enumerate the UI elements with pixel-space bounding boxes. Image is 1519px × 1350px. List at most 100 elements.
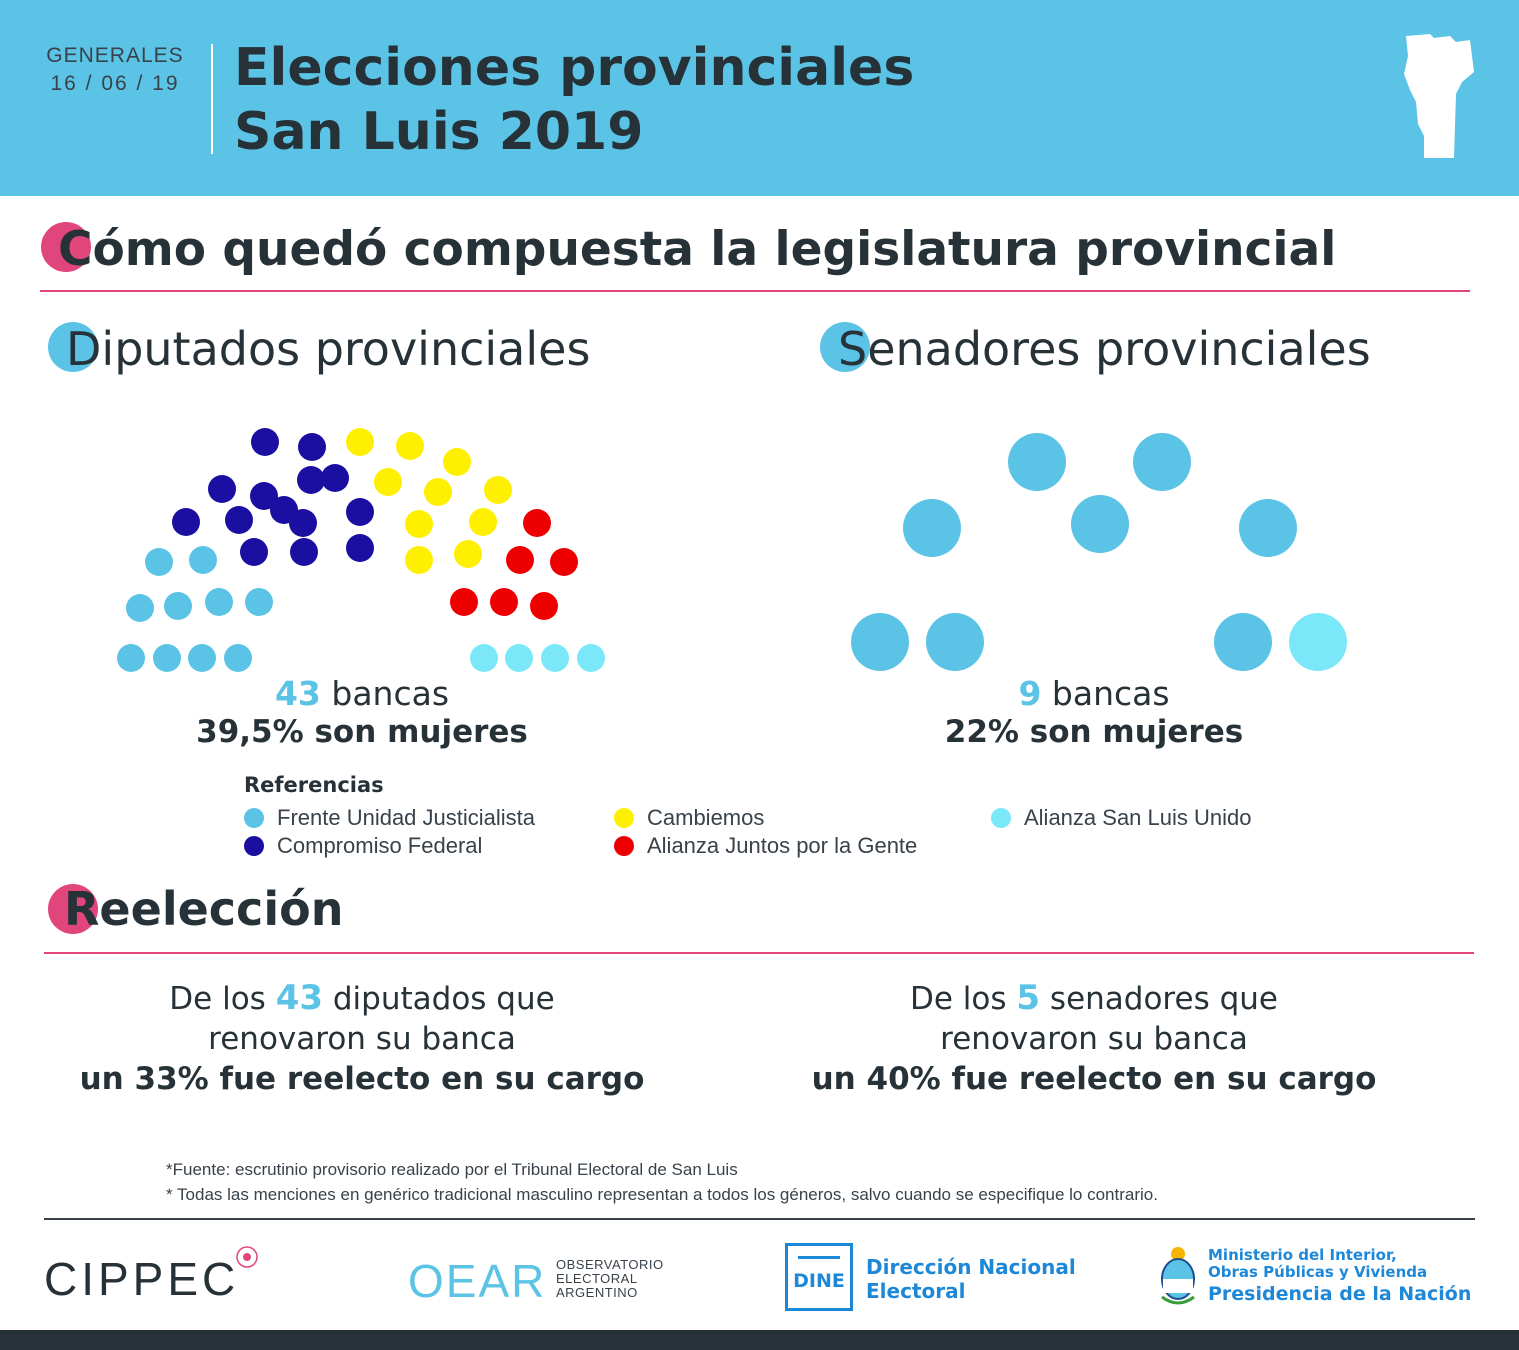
senadores-seats: 9 bancas [944, 674, 1244, 713]
seat [541, 644, 569, 672]
seat [396, 432, 424, 460]
seat [523, 509, 551, 537]
reeleccion-senadores-line2: renovaron su banca [940, 1021, 1248, 1057]
seat [225, 506, 253, 534]
legend-item: Alianza Juntos por la Gente [614, 833, 917, 859]
seat [903, 499, 961, 557]
ministerio-logo-line3: Presidencia de la Nación [1208, 1283, 1472, 1305]
seat [450, 588, 478, 616]
oear-logo-line3: ARGENTINO [556, 1285, 638, 1300]
main-title-rule [40, 290, 1470, 292]
reeleccion-senadores-line3: un 40% fue reelecto en su cargo [811, 1061, 1377, 1097]
seat [405, 546, 433, 574]
seat [346, 498, 374, 526]
seat [1214, 613, 1272, 671]
dine-logo-line2: Electoral [866, 1279, 966, 1303]
seat [505, 644, 533, 672]
senadores-parliament-chart [851, 433, 1347, 671]
seat [205, 588, 233, 616]
legend-item: Alianza San Luis Unido [991, 805, 1251, 831]
seat [270, 496, 298, 524]
san-luis-map-icon [1404, 34, 1474, 158]
election-kind: GENERALES [46, 44, 184, 67]
seat [577, 644, 605, 672]
diputados-seats-label: bancas [331, 674, 450, 713]
seat [469, 508, 497, 536]
seat [346, 534, 374, 562]
seat [443, 448, 471, 476]
seat [1008, 433, 1066, 491]
dine-logo-line1: Dirección Nacional [866, 1255, 1076, 1279]
seat [484, 476, 512, 504]
seat [530, 592, 558, 620]
legend-item: Compromiso Federal [244, 833, 482, 859]
seat [208, 475, 236, 503]
reeleccion-rule [44, 952, 1474, 954]
header-banner: GENERALES 16 / 06 / 19 Elecciones provin… [0, 0, 1519, 196]
seat [1133, 433, 1191, 491]
reeleccion-diputados-line2: renovaron su banca [208, 1021, 516, 1057]
seat [245, 588, 273, 616]
diputados-title-dot [48, 322, 98, 372]
senadores-title-dot [820, 322, 870, 372]
oear-logo-line2: ELECTORAL [556, 1271, 638, 1286]
diputados-women: 39,5% son mujeres [196, 714, 528, 750]
legend-item: Frente Unidad Justicialista [244, 805, 535, 831]
senadores-women: 22% son mujeres [944, 714, 1244, 750]
reeleccion-diputados-line1: De los 43 diputados que [169, 978, 555, 1018]
seat [424, 478, 452, 506]
diputados-seats: 43 bancas [212, 674, 512, 713]
seat [926, 613, 984, 671]
legend-swatch [244, 836, 264, 856]
seat [374, 468, 402, 496]
seat [321, 464, 349, 492]
source-note: *Fuente: escrutinio provisorio realizado… [166, 1160, 738, 1179]
ministerio-logo: Ministerio del Interior, Obras Públicas … [1158, 1245, 1478, 1309]
dine-logo-mark: DINE [793, 1270, 845, 1292]
seat [851, 613, 909, 671]
reeleccion-diputados: De los 43 diputados que renovaron su ban… [42, 978, 682, 1099]
diputados-seats-number: 43 [274, 674, 321, 713]
ministerio-logo-line2: Obras Públicas y Vivienda [1208, 1263, 1428, 1281]
reeleccion-title-dot [48, 884, 98, 934]
dine-logo: DINE Dirección Nacional Electoral [785, 1243, 1085, 1313]
diputados-title: Diputados provinciales [66, 322, 591, 376]
seat [251, 428, 279, 456]
seat [164, 592, 192, 620]
seat [298, 433, 326, 461]
bottom-bar [0, 1330, 1519, 1350]
seat [172, 508, 200, 536]
main-title-dot [41, 222, 91, 272]
header-divider [211, 44, 213, 154]
seat [470, 644, 498, 672]
ministerio-logo-line1: Ministerio del Interior, [1208, 1246, 1397, 1264]
seat [145, 548, 173, 576]
reeleccion-senadores: De los 5 senadores que renovaron su banc… [774, 978, 1414, 1099]
cippec-mark-icon [236, 1246, 258, 1268]
seat [126, 594, 154, 622]
seat [506, 546, 534, 574]
legend-swatch [614, 836, 634, 856]
legend-label: Compromiso Federal [277, 833, 483, 858]
seat [224, 644, 252, 672]
reeleccion-title: Reelección [64, 882, 344, 936]
oear-logo-mark: OEAR [408, 1255, 547, 1307]
senadores-seats-number: 9 [1018, 674, 1042, 713]
legend-swatch [244, 808, 264, 828]
legend-label: Alianza San Luis Unido [1024, 805, 1252, 830]
seat [250, 482, 278, 510]
footer-rule [44, 1218, 1475, 1220]
seat [1071, 495, 1129, 553]
seat [290, 538, 318, 566]
legend-label: Cambiemos [647, 805, 765, 830]
seat [117, 644, 145, 672]
gender-note: * Todas las menciones en genérico tradic… [166, 1185, 1158, 1204]
oear-logo-line1: OBSERVATORIO [556, 1257, 664, 1272]
seat [490, 588, 518, 616]
page-title-line2: San Luis 2019 [234, 102, 644, 162]
legend-label: Alianza Juntos por la Gente [647, 833, 918, 858]
main-title: Cómo quedó compuesta la legislatura prov… [58, 222, 1337, 277]
page-title: Elecciones provinciales San Luis 2019 [234, 38, 914, 166]
legend-title: Referencias [244, 773, 384, 797]
seat [1289, 613, 1347, 671]
